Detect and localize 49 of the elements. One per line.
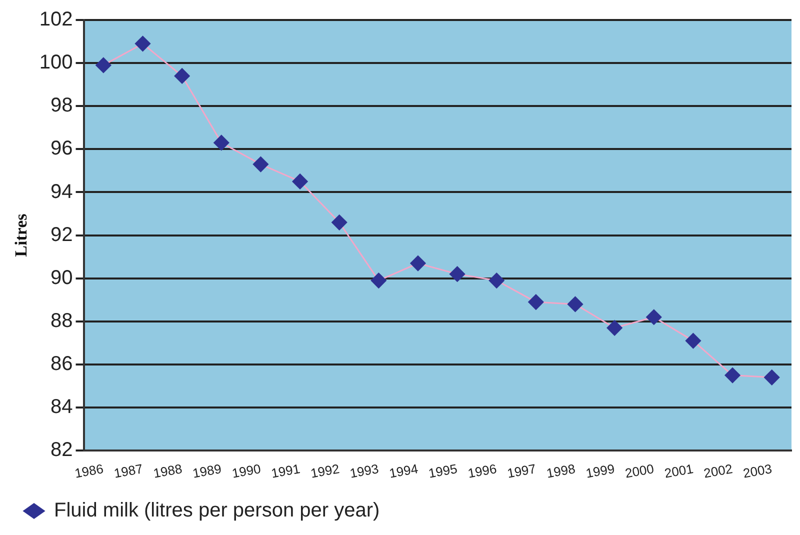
y-tick-label: 96 [50, 138, 73, 160]
point [292, 174, 308, 190]
y-tick-label: 98 [50, 94, 73, 117]
x-tick-label: 1990 [230, 461, 262, 481]
point [174, 68, 190, 84]
x-tick-label: 1986 [73, 461, 105, 481]
x-tick-label: 1994 [388, 461, 420, 481]
x-tick-label: 1999 [584, 461, 616, 481]
point [606, 320, 622, 336]
x-tick-label: 1998 [545, 461, 576, 481]
y-tick-label: 100 [39, 52, 73, 74]
x-tick-label: 2000 [624, 461, 656, 481]
point [685, 333, 701, 349]
y-tick-label: 90 [50, 266, 73, 289]
point [646, 309, 662, 325]
x-tick-label: 1992 [309, 461, 340, 481]
point [370, 272, 386, 288]
point [96, 57, 112, 73]
x-tick-label: 2001 [663, 461, 694, 481]
x-tick-label: 1996 [466, 461, 498, 481]
x-tick-label: 1991 [270, 461, 302, 481]
x-tick-label: 1988 [152, 461, 184, 481]
x-tick-label: 1995 [427, 461, 458, 481]
x-tick-label: 1989 [191, 461, 223, 481]
y-tick-label: 86 [50, 353, 73, 376]
point [252, 156, 268, 172]
legend-label: Fluid milk (litres per person per year) [54, 500, 380, 522]
x-tick-label: 2003 [742, 461, 773, 481]
point [332, 214, 348, 230]
point [134, 36, 150, 52]
y-tick-label: 102 [39, 8, 73, 31]
point [410, 256, 426, 272]
y-tick-label: 84 [50, 396, 73, 418]
y-tick-label: 88 [50, 310, 73, 332]
point [724, 368, 740, 384]
y-tick-label: 94 [50, 180, 73, 203]
x-tick-label: 1997 [506, 461, 538, 481]
x-tick-label: 2002 [702, 461, 734, 481]
point [568, 296, 583, 312]
y-axis-title: Litres [12, 213, 31, 257]
point [488, 272, 504, 288]
x-tick-label: 1993 [348, 461, 380, 481]
point [450, 266, 466, 282]
point [528, 294, 544, 310]
point [764, 370, 780, 386]
y-tick-label: 92 [50, 224, 73, 246]
point [214, 134, 230, 150]
y-tick-label: 82 [50, 439, 73, 462]
x-tick-label: 1987 [112, 461, 144, 481]
